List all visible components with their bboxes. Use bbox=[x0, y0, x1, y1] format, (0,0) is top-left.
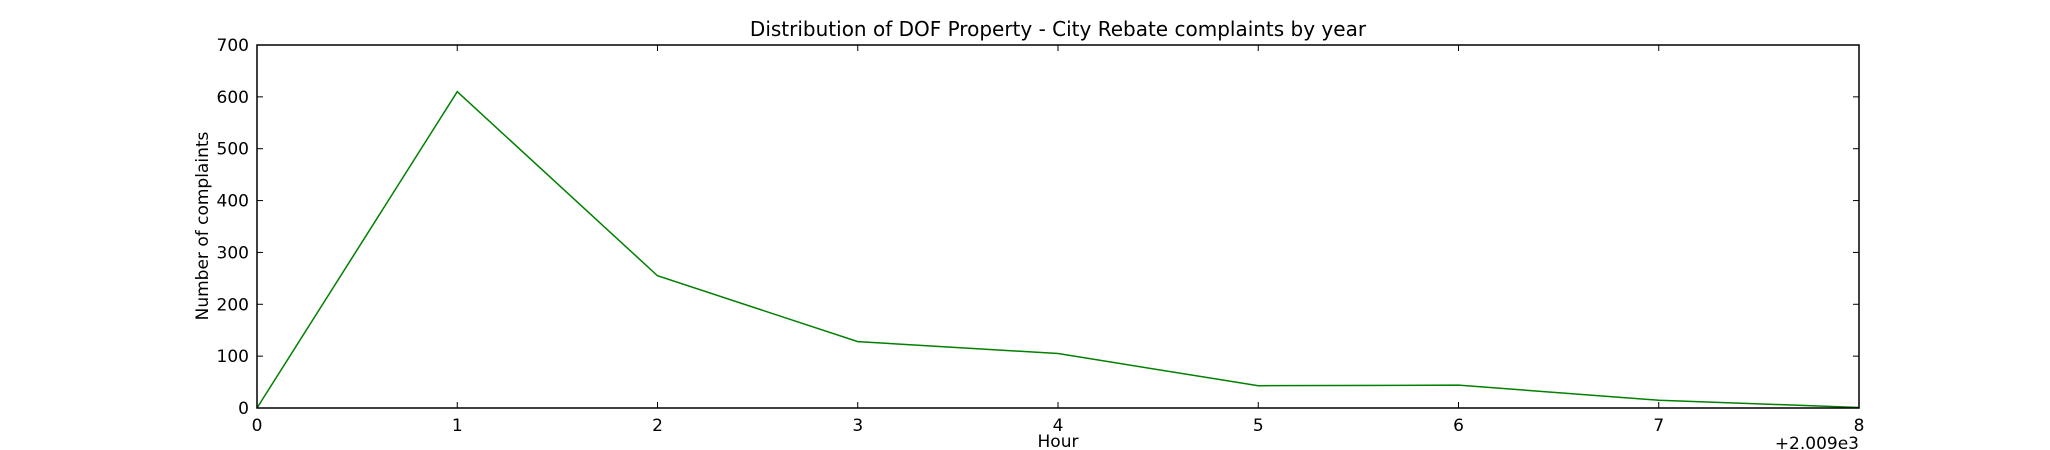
y-tick-label: 400 bbox=[217, 192, 249, 212]
y-axis-label: Number of complaints bbox=[193, 131, 213, 320]
y-tick-label: 700 bbox=[217, 36, 249, 56]
x-tick-label: 5 bbox=[1253, 416, 1264, 436]
x-tick-label: 3 bbox=[852, 416, 863, 436]
x-tick-label: 0 bbox=[252, 416, 263, 436]
x-tick-label: 6 bbox=[1453, 416, 1464, 436]
y-tick-label: 600 bbox=[217, 88, 249, 108]
plot-area-frame bbox=[256, 44, 1860, 409]
y-tick-label: 0 bbox=[238, 399, 249, 419]
x-tick-label: 1 bbox=[452, 416, 463, 436]
x-tick-label: 4 bbox=[1053, 416, 1064, 436]
x-tick-label: 7 bbox=[1653, 416, 1664, 436]
y-tick-label: 500 bbox=[217, 140, 249, 160]
y-tick-label: 300 bbox=[217, 243, 249, 263]
axis-ticks: 0 1 2 3 4 5 6 7 8 0 100 200 300 400 500 600 700 bbox=[217, 36, 1865, 436]
x-axis-label: Hour bbox=[1038, 432, 1079, 450]
y-tick-label: 200 bbox=[217, 295, 249, 315]
x-tick-label: 8 bbox=[1854, 416, 1865, 436]
x-axis-offset-text: +2.009e3 bbox=[1775, 434, 1859, 450]
chart-title: Distribution of DOF Property - City Reba… bbox=[750, 17, 1367, 41]
x-tick-label: 2 bbox=[652, 416, 663, 436]
y-tick-label: 100 bbox=[217, 347, 249, 367]
